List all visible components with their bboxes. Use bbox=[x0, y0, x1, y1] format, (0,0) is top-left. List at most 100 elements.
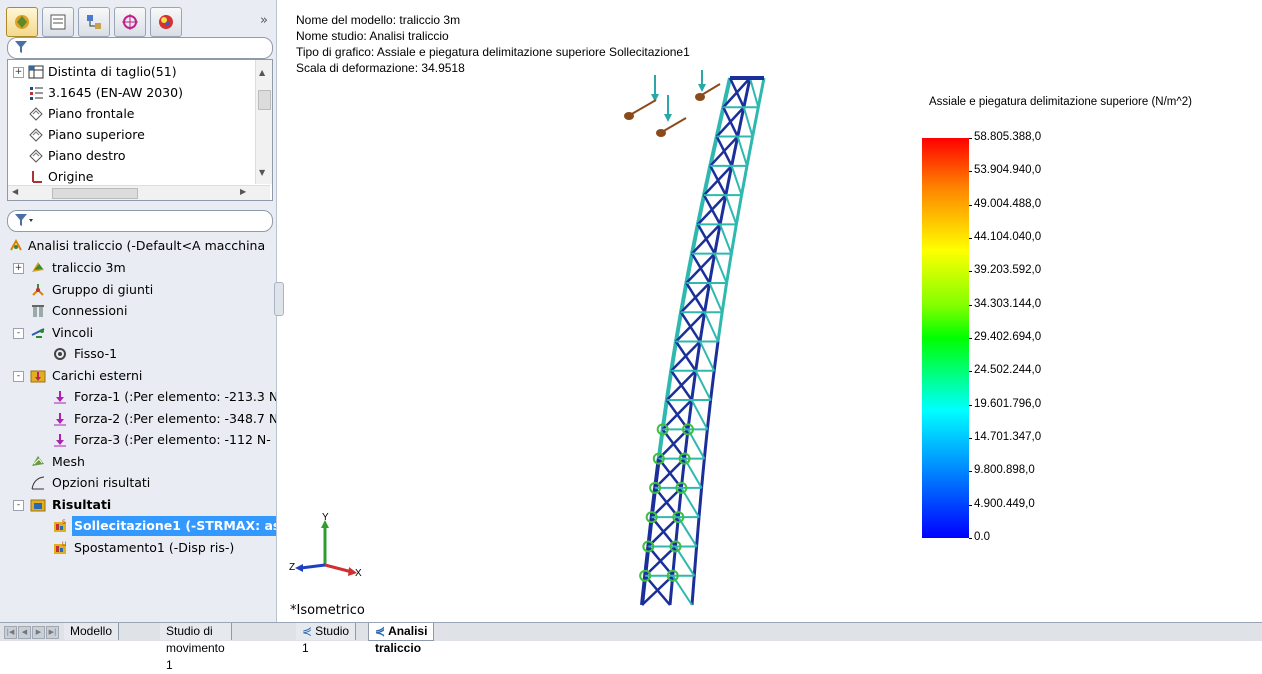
legend-color-bar bbox=[922, 138, 969, 538]
simulation-tree-item[interactable]: Gruppo di giunti bbox=[30, 280, 155, 300]
tab-overflow-chevron-icon[interactable]: » bbox=[260, 13, 268, 28]
simulation-tree-item[interactable]: Forza-3 (:Per elemento: -112 N- bbox=[52, 430, 273, 450]
plot-type-text: Tipo di grafico: Assiale e piegatura del… bbox=[296, 45, 690, 59]
truss-member bbox=[745, 136, 755, 167]
bottom-tab[interactable]: ⋞ Analisi traliccio bbox=[368, 623, 435, 655]
simulation-tree-item-label: Opzioni risultati bbox=[52, 475, 151, 490]
simulation-tree-item-label: Vincoli bbox=[52, 324, 94, 340]
fixture-marker bbox=[678, 452, 691, 465]
legend-tick bbox=[969, 404, 972, 406]
study-name-text: Nome studio: Analisi traliccio bbox=[296, 29, 449, 43]
feature-tree-vertical-scrollbar[interactable]: ▲ ▼ bbox=[255, 60, 272, 184]
simulation-tree-item[interactable]: Mesh bbox=[30, 452, 87, 472]
truss-member bbox=[702, 429, 709, 459]
legend-value: 24.502.244,0 bbox=[974, 364, 1042, 377]
truss-member bbox=[665, 369, 697, 401]
truss-member bbox=[690, 575, 696, 606]
truss-member bbox=[749, 77, 760, 108]
panel-splitter-handle[interactable] bbox=[274, 282, 284, 316]
fixture-marker bbox=[672, 511, 685, 524]
bottom-tab[interactable]: ⋞ Studio 1 bbox=[296, 623, 357, 655]
truss-member bbox=[675, 311, 706, 343]
truss-member bbox=[703, 164, 733, 196]
feature-tree-item[interactable]: Piano superiore bbox=[28, 125, 145, 145]
truss-member bbox=[756, 77, 766, 108]
simulation-tree-item[interactable]: U Spostamento1 (-Disp ris-) bbox=[52, 538, 236, 558]
truss-member bbox=[719, 224, 733, 255]
triad-x-label: X bbox=[355, 568, 362, 579]
simulation-tree-item[interactable]: Carichi esterni bbox=[30, 366, 144, 386]
truss-member bbox=[724, 194, 738, 225]
previous-tab-button[interactable]: ◀ bbox=[18, 626, 31, 639]
feature-tree-horizontal-scrollbar[interactable]: ◀ ▶ bbox=[8, 185, 270, 200]
dimxpert-tab[interactable] bbox=[114, 7, 146, 37]
tree-expander[interactable]: - bbox=[13, 499, 24, 511]
joint-group-icon bbox=[32, 283, 44, 296]
truss-member bbox=[720, 282, 729, 313]
study-root-item[interactable]: Analisi traliccio (-Default<A macchina bbox=[8, 236, 265, 256]
appearance-icon bbox=[159, 15, 173, 29]
triad-z-label: Z bbox=[289, 562, 295, 573]
fixture-marker bbox=[642, 540, 655, 553]
simulation-tree-item[interactable]: Vincoli bbox=[30, 323, 95, 343]
feature-manager-icon bbox=[15, 15, 29, 29]
simulation-tree-item[interactable]: Forza-1 (:Per elemento: -213.3 N bbox=[52, 387, 276, 407]
property-manager-tab[interactable] bbox=[42, 7, 74, 37]
bottom-tab[interactable]: Modello bbox=[64, 623, 120, 640]
force-arrows bbox=[624, 70, 721, 137]
truss-member bbox=[679, 282, 689, 313]
simulation-tree-item-label: traliccio 3m bbox=[52, 260, 126, 275]
feature-tree-item[interactable]: Piano frontale bbox=[28, 104, 135, 124]
feature-tree-item[interactable]: Piano destro bbox=[28, 146, 126, 166]
bottom-tab[interactable]: Studio di movimento 1 bbox=[160, 623, 232, 672]
simulation-tree-item[interactable]: Forza-2 (:Per elemento: -348.7 N bbox=[52, 409, 276, 429]
feature-tree: + Distinta di taglio(51) 3.1645 (EN-AW 203… bbox=[7, 59, 273, 201]
tree-filter-bar[interactable] bbox=[7, 37, 273, 59]
simulation-tree-item[interactable]: Opzioni risultati bbox=[30, 473, 152, 493]
truss-member bbox=[695, 194, 706, 225]
configuration-manager-tab[interactable] bbox=[78, 7, 110, 37]
tree-expander[interactable]: - bbox=[13, 370, 24, 382]
simulation-tree-item[interactable]: traliccio 3m bbox=[30, 258, 128, 278]
graphics-viewport[interactable]: Nome del modello: traliccio 3m Nome stud… bbox=[274, 0, 1262, 622]
truss-member bbox=[742, 77, 752, 108]
simulation-filter-bar[interactable] bbox=[7, 210, 273, 232]
property-manager-icon bbox=[50, 14, 66, 30]
truss-member bbox=[729, 224, 738, 254]
deformation-scale-text: Scala di deformazione: 34.9518 bbox=[296, 61, 465, 75]
tree-expander[interactable]: + bbox=[13, 263, 24, 274]
truss-member bbox=[670, 340, 701, 372]
truss-member bbox=[736, 106, 746, 137]
legend-value: 29.402.694,0 bbox=[974, 331, 1042, 343]
svg-text:U: U bbox=[62, 541, 66, 548]
feature-tree-item[interactable]: Origine bbox=[28, 167, 93, 187]
tree-expander[interactable]: - bbox=[13, 327, 24, 339]
result-options-icon bbox=[31, 476, 45, 490]
study-root-icon bbox=[10, 238, 22, 251]
simulation-tree-item[interactable]: Risultati bbox=[30, 495, 113, 515]
feature-tree-item[interactable]: Distinta di taglio(51) bbox=[28, 62, 177, 82]
next-tab-button[interactable]: ▶ bbox=[32, 626, 45, 639]
simulation-tree-item-label: Forza-1 (:Per elemento: -213.3 N bbox=[74, 389, 276, 404]
truss-model-render[interactable] bbox=[622, 70, 822, 610]
truss-member bbox=[692, 546, 699, 576]
truss-member bbox=[644, 545, 677, 577]
truss-member bbox=[691, 223, 722, 255]
simulation-tree-item[interactable]: Fisso-1 bbox=[52, 344, 119, 364]
feature-tree-item[interactable]: 3.1645 (EN-AW 2030) bbox=[28, 83, 183, 103]
first-tab-button[interactable]: |◀ bbox=[4, 626, 17, 639]
truss-member bbox=[694, 370, 712, 401]
material-icon bbox=[30, 87, 43, 100]
simulation-tree-item[interactable]: Connessioni bbox=[30, 301, 129, 321]
fixture-marker bbox=[656, 423, 669, 436]
plane-icon bbox=[29, 149, 43, 163]
simulation-tree-item[interactable]: S Sollecitazione1 (-STRMAX: ass bbox=[52, 516, 276, 536]
cut-list-icon bbox=[28, 65, 44, 79]
appearance-tab[interactable] bbox=[150, 7, 182, 37]
legend-tick bbox=[969, 204, 972, 206]
tree-expander[interactable]: + bbox=[13, 67, 24, 78]
force-icon bbox=[54, 412, 66, 425]
feature-manager-tab[interactable] bbox=[6, 7, 38, 37]
last-tab-button[interactable]: ▶| bbox=[46, 626, 59, 639]
truss-member bbox=[700, 458, 706, 489]
